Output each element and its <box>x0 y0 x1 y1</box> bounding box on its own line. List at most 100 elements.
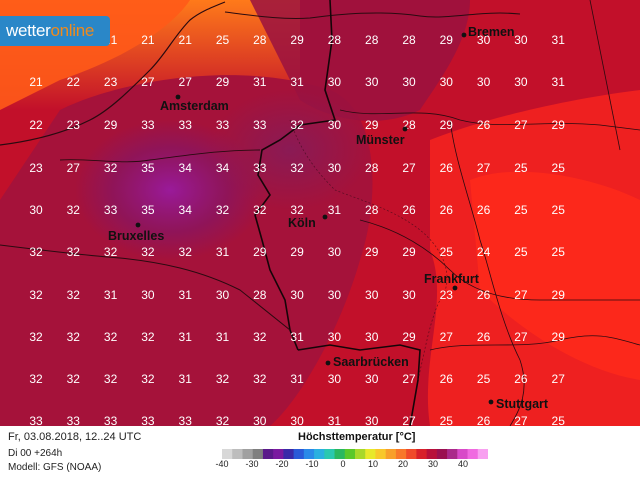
grid-value: 32 <box>216 414 230 426</box>
grid-value: 25 <box>514 203 528 217</box>
scale-swatch <box>426 449 438 459</box>
grid-value: 26 <box>477 288 491 302</box>
grid-value: 28 <box>402 33 416 47</box>
model-name: Modell: GFS (NOAA) <box>8 462 102 473</box>
city-dot <box>175 94 181 100</box>
grid-value: 30 <box>365 330 379 344</box>
grid-value: 31 <box>216 330 230 344</box>
scale-swatch <box>477 449 488 459</box>
grid-value: 30 <box>216 288 230 302</box>
grid-value: 30 <box>402 288 416 302</box>
scale-tick: 30 <box>427 459 439 469</box>
grid-value: 26 <box>440 203 454 217</box>
scale-swatch <box>447 449 458 459</box>
scale-swatch <box>467 449 479 459</box>
grid-value: 33 <box>179 414 193 426</box>
city-label: Saarbrücken <box>333 355 409 369</box>
grid-value: 31 <box>290 372 304 386</box>
northeast-hot-zone <box>250 0 470 121</box>
temperature-map: 2021212121252829282828293030312122232727… <box>0 0 640 426</box>
grid-value: 26 <box>440 161 454 175</box>
grid-value: 31 <box>179 330 193 344</box>
grid-value: 31 <box>104 288 118 302</box>
grid-value: 27 <box>402 414 416 426</box>
city-dot <box>325 360 331 366</box>
grid-value: 32 <box>290 203 304 217</box>
forecast-date: Fr, 03.08.2018, 12..24 UTC <box>8 431 142 443</box>
grid-value: 33 <box>216 118 230 132</box>
grid-value: 30 <box>328 372 342 386</box>
grid-value: 31 <box>216 245 230 259</box>
grid-value: 32 <box>67 245 81 259</box>
grid-value: 30 <box>141 288 155 302</box>
state-border-3 <box>449 119 525 426</box>
grid-value: 27 <box>440 330 454 344</box>
river-rhine <box>289 119 448 381</box>
grid-value: 27 <box>514 118 528 132</box>
grid-value: 27 <box>402 161 416 175</box>
grid-value: 32 <box>67 203 81 217</box>
grid-value: 29 <box>440 118 454 132</box>
grid-value: 31 <box>290 75 304 89</box>
grid-value: 31 <box>328 203 342 217</box>
grid-value: 27 <box>514 330 528 344</box>
grid-value: 27 <box>402 372 416 386</box>
grid-value: 29 <box>402 245 416 259</box>
grid-value: 23 <box>440 288 454 302</box>
scale-tick: -20 <box>275 459 289 469</box>
city-markers: Bremen Amsterdam Münster Köln Bruxelles Frank… <box>108 25 549 411</box>
city-label: Köln <box>288 216 316 230</box>
grid-value: 31 <box>552 75 566 89</box>
scale-swatch <box>355 449 366 459</box>
grid-value: 28 <box>365 33 379 47</box>
grid-value: 28 <box>328 33 342 47</box>
grid-value: 21 <box>179 33 193 47</box>
grid-value: 32 <box>141 372 155 386</box>
scale-swatch <box>416 449 428 459</box>
scale-tick: -10 <box>305 459 319 469</box>
scale-tick: -40 <box>215 459 229 469</box>
city-label: Stuttgart <box>496 397 549 411</box>
grid-value: 27 <box>179 75 193 89</box>
color-scale-bar <box>222 449 488 459</box>
scale-swatch <box>406 449 417 459</box>
grid-value: 26 <box>477 203 491 217</box>
grid-value: 32 <box>29 372 43 386</box>
grid-value: 30 <box>514 33 528 47</box>
scale-tick: 0 <box>340 459 346 469</box>
grid-value: 32 <box>67 330 81 344</box>
grid-value: 25 <box>514 161 528 175</box>
grid-value: 32 <box>290 161 304 175</box>
grid-value: 32 <box>29 330 43 344</box>
border-nl-be <box>59 149 261 163</box>
grid-value: 25 <box>477 372 491 386</box>
grid-value: 32 <box>216 372 230 386</box>
wetteronline-logo[interactable]: wetteronline <box>0 16 110 46</box>
grid-value: 31 <box>253 75 267 89</box>
grid-value: 31 <box>179 288 193 302</box>
city-dot <box>452 285 458 291</box>
state-border-2 <box>359 219 640 301</box>
grid-value: 32 <box>104 330 118 344</box>
hotspot-ruhr <box>210 90 370 210</box>
grid-value: 21 <box>141 33 155 47</box>
northsea-coast <box>224 11 521 19</box>
grid-value: 34 <box>179 161 193 175</box>
grid-value: 23 <box>29 161 43 175</box>
scale-swatch <box>385 449 397 459</box>
map-graphic: 2021212121252829282828293030312122232727… <box>0 0 640 426</box>
grid-value: 32 <box>29 288 43 302</box>
grid-value: 29 <box>216 75 230 89</box>
city-dot <box>322 214 328 220</box>
city-dot <box>461 32 467 38</box>
grid-value: 32 <box>67 372 81 386</box>
grid-value: 30 <box>365 414 379 426</box>
grid-value: 21 <box>29 75 43 89</box>
grid-value: 25 <box>552 161 566 175</box>
grid-value: 29 <box>552 118 566 132</box>
grid-value: 32 <box>104 161 118 175</box>
grid-value: 33 <box>253 161 267 175</box>
temperature-grid: 2021212121252829282828293030312122232727… <box>29 33 565 426</box>
grid-value: 26 <box>440 372 454 386</box>
grid-value: 28 <box>365 161 379 175</box>
